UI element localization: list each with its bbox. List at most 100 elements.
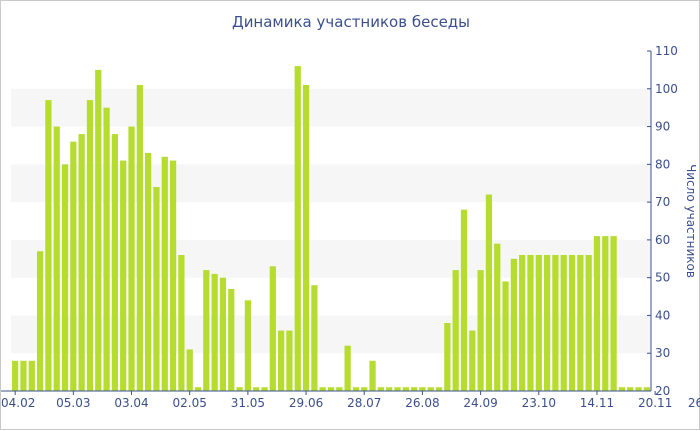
bar (402, 387, 409, 391)
x-tick-label: 05.03 (56, 396, 90, 410)
bar (336, 387, 343, 391)
bar (194, 387, 202, 391)
x-tick-label: 04.02 (1, 396, 35, 410)
bar (643, 387, 650, 391)
bar (228, 289, 235, 391)
bar (419, 387, 426, 391)
bar (186, 349, 193, 391)
bar (618, 387, 626, 391)
y-tick-label: 100 (655, 82, 678, 96)
bar (327, 387, 335, 391)
bar (153, 187, 160, 391)
bar (45, 100, 52, 391)
bar (261, 387, 268, 391)
y-tick-label: 80 (655, 157, 670, 171)
bar (344, 345, 351, 391)
bar (253, 387, 260, 391)
bar (28, 360, 35, 391)
bar (70, 141, 77, 391)
x-tick-label: 02.05 (173, 396, 207, 410)
bar (444, 323, 451, 391)
bar (203, 270, 210, 391)
bar (560, 255, 567, 391)
bar (411, 387, 418, 391)
bar (211, 273, 218, 391)
y-tick-label: 110 (655, 44, 678, 58)
y-tick-label: 20 (655, 384, 670, 398)
bar (460, 209, 468, 391)
bar (294, 66, 301, 391)
bar (128, 126, 135, 392)
bar (519, 255, 526, 391)
x-tick-label: 28.07 (347, 396, 381, 410)
x-tick-label: 31.05 (231, 396, 265, 410)
bar (552, 255, 559, 391)
x-tick-label: 23.10 (522, 396, 556, 410)
bar (20, 360, 27, 391)
bar (161, 156, 168, 391)
bar (319, 387, 326, 391)
x-tick-label: 26.11 (688, 396, 700, 410)
bar (178, 255, 185, 391)
bar (610, 236, 617, 391)
bar (377, 387, 384, 391)
bar (502, 281, 509, 391)
bar (568, 255, 576, 391)
bar (169, 160, 177, 391)
bar (427, 387, 434, 391)
y-tick-label: 70 (655, 195, 670, 209)
bar (527, 255, 534, 391)
y-axis-title: Число участников (684, 164, 698, 278)
bar (36, 251, 44, 391)
bar (361, 387, 368, 391)
bar (12, 360, 19, 391)
bar (386, 387, 393, 391)
bar (369, 360, 376, 391)
x-tick-label: 03.04 (114, 396, 148, 410)
bar (86, 100, 94, 391)
y-tick-label: 40 (655, 308, 670, 322)
bar (593, 236, 601, 391)
bar (103, 107, 110, 392)
x-tick-label: 14.11 (580, 396, 614, 410)
bar (111, 134, 119, 391)
bar (53, 126, 60, 392)
bar (136, 85, 143, 391)
bar (352, 387, 360, 391)
bar (494, 243, 501, 391)
bar (635, 387, 642, 391)
y-tick-label: 60 (655, 233, 670, 247)
bar (469, 330, 476, 391)
bar (244, 300, 251, 391)
bar (477, 270, 484, 391)
bar (95, 69, 102, 391)
bar (543, 255, 551, 391)
bar (61, 164, 69, 391)
x-tick-label: 20.11 (638, 396, 672, 410)
bar (120, 160, 127, 391)
bar (219, 277, 227, 391)
bar (145, 153, 152, 391)
x-tick-label: 24.09 (463, 396, 497, 410)
x-tick-label: 29.06 (289, 396, 323, 410)
bar (510, 258, 517, 391)
y-tick-label: 50 (655, 271, 670, 285)
chart-title: Динамика участников беседы (231, 13, 471, 31)
bar (302, 85, 310, 391)
bar (435, 387, 443, 391)
bar (535, 255, 542, 391)
bar (485, 194, 493, 391)
grid-band (11, 88, 651, 127)
bar (602, 236, 609, 391)
bar (627, 387, 634, 391)
bar (286, 330, 293, 391)
y-tick-label: 90 (655, 120, 670, 134)
y-tick-label: 30 (655, 346, 670, 360)
bar (311, 285, 318, 391)
bar (452, 270, 459, 391)
bar (394, 387, 401, 391)
x-tick-label: 26.08 (405, 396, 439, 410)
bar (577, 255, 584, 391)
